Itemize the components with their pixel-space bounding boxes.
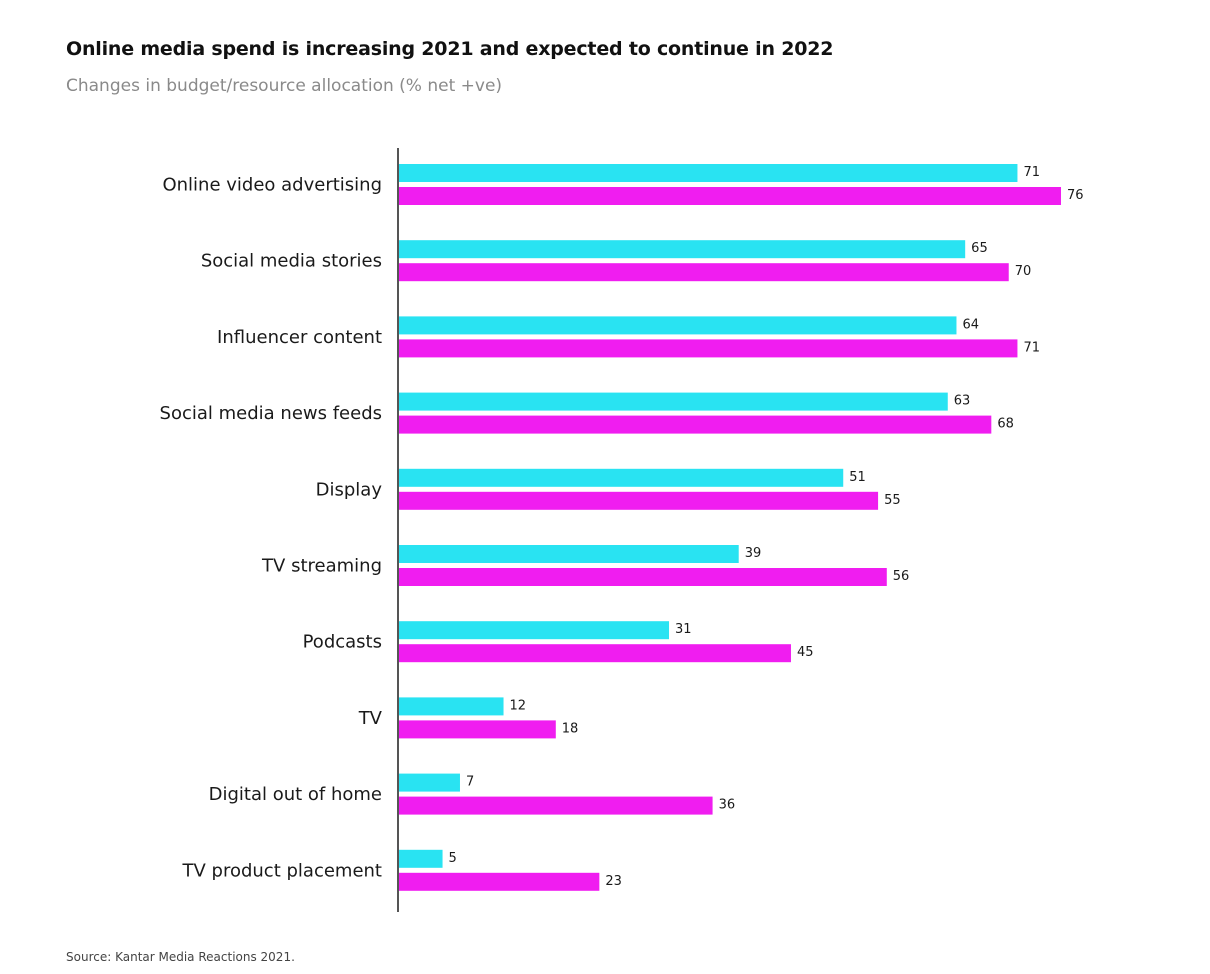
category-label-display: Display (316, 479, 383, 500)
category-labels: Online video advertising Social media sto… (160, 175, 383, 882)
category-label-online-video-advertising: Online video advertising (162, 175, 382, 196)
data-label-tv-streaming-series-2: 56 (893, 569, 910, 584)
bar-digital-out-of-home-series-1 (399, 773, 460, 792)
data-label-display-series-2: 55 (884, 493, 901, 508)
bar-influencer-content-series-2 (399, 339, 1018, 358)
bar-tv-product-placement-series-1 (399, 849, 443, 868)
bar-online-video-advertising-series-2 (399, 187, 1061, 205)
data-label-tv-series-2: 18 (562, 721, 579, 736)
data-label-digital-out-of-home-series-2: 36 (719, 798, 736, 813)
data-label-influencer-content-series-2: 71 (1023, 340, 1040, 355)
chart-title: Online media spend is increasing 2021 an… (66, 38, 834, 60)
data-label-social-media-stories-series-2: 70 (1015, 264, 1032, 279)
bar-tv-product-placement-series-2 (399, 872, 600, 891)
bar-podcasts-series-2 (399, 644, 791, 663)
bar-tv-series-2 (399, 720, 556, 739)
data-label-podcasts-series-1: 31 (675, 622, 692, 637)
chart-subtitle: Changes in budget/resource allocation (%… (66, 76, 503, 96)
category-label-tv: TV (358, 708, 383, 729)
data-label-tv-series-1: 12 (510, 698, 527, 713)
category-label-social-media-news-feeds: Social media news feeds (160, 403, 382, 424)
bar-online-video-advertising-series-1 (399, 164, 1018, 182)
bar-influencer-content-series-1 (399, 316, 957, 335)
category-label-tv-product-placement: TV product placement (182, 860, 383, 881)
data-label-tv-streaming-series-1: 39 (745, 546, 762, 561)
data-label-social-media-news-feeds-series-1: 63 (954, 394, 971, 409)
data-label-podcasts-series-2: 45 (797, 645, 814, 660)
category-label-influencer-content: Influencer content (217, 327, 382, 348)
bar-social-media-stories-series-1 (399, 240, 966, 259)
data-label-influencer-content-series-1: 64 (962, 317, 979, 332)
data-label-social-media-news-feeds-series-2: 68 (997, 417, 1014, 432)
bar-social-media-news-feeds-series-2 (399, 415, 992, 434)
data-label-tv-product-placement-series-2: 23 (605, 874, 622, 889)
category-label-digital-out-of-home: Digital out of home (209, 784, 382, 805)
bars (399, 164, 1061, 891)
bar-display-series-1 (399, 468, 844, 487)
bar-podcasts-series-1 (399, 621, 670, 640)
bar-social-media-news-feeds-series-1 (399, 392, 948, 411)
data-label-social-media-stories-series-1: 65 (971, 241, 988, 256)
data-label-online-video-advertising-series-2: 76 (1067, 188, 1084, 203)
bar-display-series-2 (399, 491, 879, 510)
bar-tv-series-1 (399, 697, 504, 716)
category-label-podcasts: Podcasts (303, 632, 382, 653)
data-labels: 71 76 65 70 64 71 63 68 51 55 39 56 31 45 12 18 7 36 5 23 (449, 165, 1084, 889)
source-note: Source: Kantar Media Reactions 2021. (66, 950, 295, 964)
data-label-tv-product-placement-series-1: 5 (449, 851, 457, 866)
data-label-digital-out-of-home-series-1: 7 (466, 775, 474, 790)
data-label-online-video-advertising-series-1: 71 (1023, 165, 1040, 180)
bar-social-media-stories-series-2 (399, 263, 1009, 282)
category-label-social-media-stories: Social media stories (201, 251, 382, 272)
bar-tv-streaming-series-2 (399, 568, 887, 586)
data-label-display-series-1: 51 (849, 470, 866, 485)
bar-digital-out-of-home-series-2 (399, 796, 713, 815)
category-label-tv-streaming: TV streaming (261, 556, 382, 577)
bar-tv-streaming-series-1 (399, 545, 739, 563)
